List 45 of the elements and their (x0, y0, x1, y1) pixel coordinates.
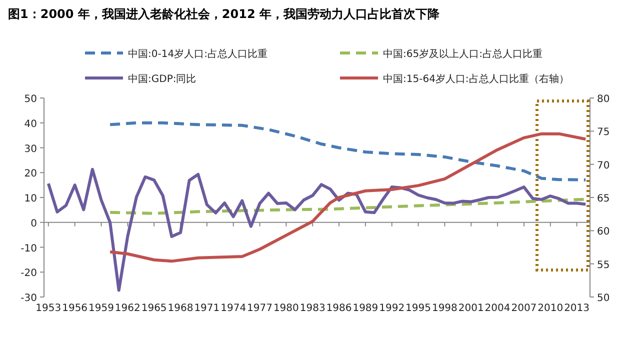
chart-title: 图1：2000 年，我国进入老龄化社会，2012 年，我国劳动力人口占比首次下降 (8, 7, 440, 21)
x-tick-label: 1986 (326, 303, 352, 314)
x-tick-label: 1971 (194, 303, 220, 314)
x-tick-label: 2001 (458, 303, 484, 314)
y-tick-label: -30 (20, 293, 37, 304)
line-series (46, 168, 588, 292)
x-tick-label: 1956 (62, 303, 88, 314)
y2-tick-label: 55 (597, 260, 610, 271)
x-tick-label: 1989 (352, 303, 378, 314)
line-series (108, 132, 588, 263)
x-tick-label: 1953 (36, 303, 62, 314)
x-tick-label: 1974 (220, 303, 246, 314)
x-tick-label: 2007 (511, 303, 537, 314)
y2-tick-label: 65 (597, 194, 610, 204)
x-tick-label: 1980 (273, 303, 299, 314)
x-tick-label: 1968 (168, 303, 194, 314)
x-tick-label: 1983 (300, 303, 326, 314)
x-tick-label: 1995 (406, 303, 431, 314)
x-tick-label: 1998 (432, 303, 458, 314)
x-tick-label: 2004 (484, 303, 510, 314)
y2-tick-label: 75 (597, 127, 610, 138)
y2-tick-label: 80 (597, 94, 610, 105)
x-tick-label: 1992 (379, 303, 405, 314)
legend-label: 中国:0-14岁人口:占总人口比重 (128, 48, 268, 60)
legend-label: 中国:GDP:同比 (128, 73, 196, 85)
x-tick-label: 1977 (247, 303, 272, 314)
y-tick-label: -20 (20, 268, 37, 280)
y-tick-label: 20 (24, 168, 37, 180)
x-tick-label: 2010 (538, 303, 564, 314)
legend-label: 中国:65岁及以上人口:占总人口比重 (383, 48, 542, 60)
y-tick-label: 50 (24, 94, 37, 105)
y-tick-label: 10 (24, 194, 37, 204)
y-tick-label: 0 (30, 218, 37, 230)
x-tick-label: 2013 (564, 303, 590, 314)
y2-tick-label: 70 (597, 160, 610, 172)
x-tick-label: 1965 (141, 303, 167, 314)
y2-tick-label: 60 (597, 226, 610, 238)
y-tick-label: 40 (24, 118, 37, 130)
x-tick-label: 1959 (88, 303, 114, 314)
x-tick-label: 1962 (114, 303, 140, 314)
legend-label: 中国:15-64岁人口:占总人口比重（右轴） (383, 73, 569, 85)
line-series (108, 121, 588, 182)
y-tick-label: -10 (20, 243, 37, 254)
y-tick-label: 30 (24, 144, 37, 155)
y2-tick-label: 50 (597, 293, 610, 304)
